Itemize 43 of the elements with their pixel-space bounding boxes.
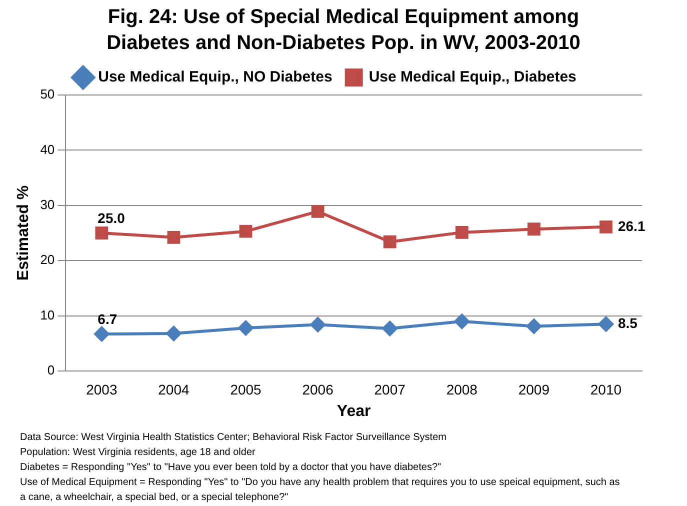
- point: [382, 320, 398, 336]
- x-tick-label: 2009: [518, 381, 550, 398]
- data-label: 26.1: [618, 218, 646, 234]
- point: [238, 320, 254, 336]
- point: [311, 205, 324, 218]
- point: [95, 226, 108, 240]
- x-tick-label: 2005: [230, 381, 262, 398]
- y-tick-label: 10: [40, 307, 55, 322]
- text: Diabetes = Responding "Yes" to "Have you ever been told by a doctor that you have diabetes?": [20, 461, 442, 475]
- x-tick-label: 2007: [374, 381, 406, 398]
- data-label: 6.7: [98, 310, 118, 327]
- point: [383, 235, 396, 248]
- x-axis-title: Year: [336, 402, 371, 420]
- x-tick-label: 2006: [302, 381, 334, 398]
- x-tick-label: 2008: [446, 381, 478, 398]
- y-tick-label: 0: [47, 362, 55, 378]
- y-tick-label: 50: [40, 86, 55, 102]
- text: Population: West Virginia residents, age 18 and older: [20, 446, 256, 460]
- legend-label: Use Medical Equip., Diabetes: [368, 68, 576, 86]
- point: [598, 316, 614, 332]
- legend-label: Use Medical Equip., NO Diabetes: [98, 68, 332, 86]
- x-tick-label: 2004: [158, 381, 190, 398]
- x-tick-label: 2010: [590, 381, 622, 398]
- point: [454, 314, 470, 329]
- point: [526, 318, 542, 334]
- point: [310, 317, 326, 332]
- chart-title: Fig. 24: Use of Special Medical Equipment among Diabetes and Non-Diabetes Pop. in WV, 2003-2010: [106, 5, 582, 56]
- x-tick-label: 2003: [86, 381, 118, 398]
- text: Use of Medical Equipment = Responding "Yes" to "Do you have any health problem that requires you to use speical equipment, such as a cane, a wheelchair, a special bed, or a special telephone?": [20, 476, 620, 505]
- point: [166, 326, 182, 341]
- source-note: Data Source: West Virginia Health Statistics Center; Behavioral Risk Factor Surveillance System: [20, 431, 448, 445]
- point: [167, 230, 180, 244]
- point: [455, 226, 468, 239]
- y-tick-label: 20: [40, 252, 55, 268]
- y-tick-label: 40: [40, 142, 55, 157]
- y-tick-label: 30: [40, 196, 55, 212]
- point: [94, 326, 110, 342]
- data-label: 25.0: [98, 210, 126, 226]
- point: [600, 220, 612, 234]
- point: [527, 222, 540, 236]
- y-axis-title: Estimated %: [15, 185, 32, 281]
- point: [239, 224, 252, 238]
- data-label: 8.5: [618, 314, 638, 331]
